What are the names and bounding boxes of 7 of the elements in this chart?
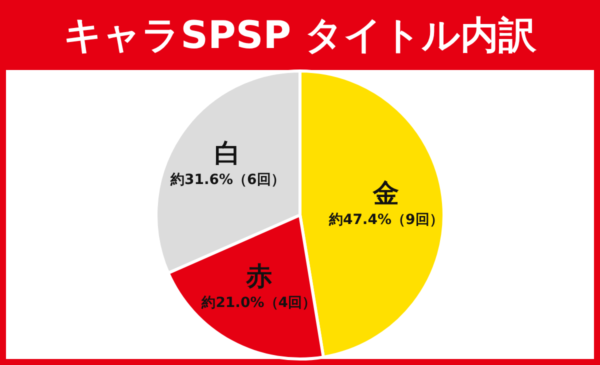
slice-label: 赤	[244, 262, 272, 292]
data-label: 約31.6%（6回）	[169, 172, 285, 188]
data-label: 約47.4%（9回）	[328, 212, 444, 228]
slice-label: 金	[372, 178, 400, 209]
slice-label: 白	[214, 138, 241, 169]
chart-title: キャラSPSP タイトル内訳	[64, 13, 538, 57]
data-label: 約21.0%（4回）	[200, 294, 316, 311]
